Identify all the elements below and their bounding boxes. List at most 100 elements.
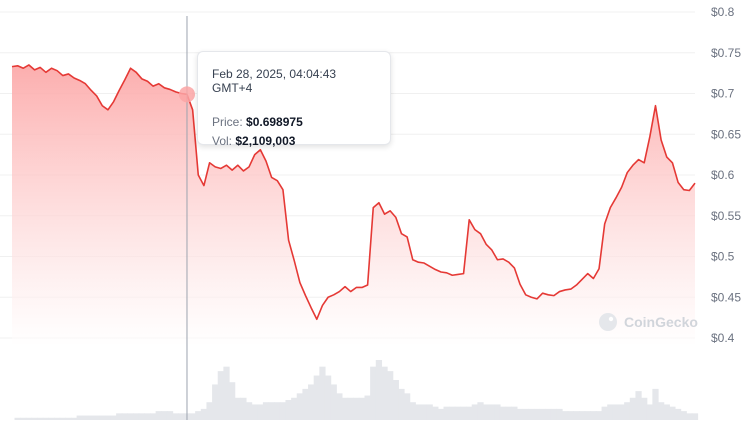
price-line bbox=[11, 64, 696, 321]
volume-bar bbox=[471, 404, 478, 420]
volume-bar bbox=[104, 415, 112, 420]
volume-bar bbox=[686, 413, 693, 420]
volume-bar bbox=[245, 402, 253, 420]
volume-bar bbox=[364, 395, 371, 420]
volume-bar bbox=[387, 371, 394, 420]
volume-bar bbox=[505, 406, 512, 420]
volume-bar bbox=[223, 366, 230, 420]
volume-bar bbox=[42, 417, 49, 420]
volume-bar bbox=[127, 413, 134, 420]
price-area-fill bbox=[12, 64, 695, 346]
volume-bar bbox=[240, 397, 247, 420]
volume-bar bbox=[296, 393, 303, 420]
volume-bar bbox=[562, 411, 569, 420]
volume-bar bbox=[341, 397, 349, 420]
volume-bar bbox=[629, 397, 637, 420]
volume-bar bbox=[499, 406, 507, 420]
volume-bar bbox=[87, 415, 95, 420]
volume-bar bbox=[635, 391, 642, 420]
volume-bar bbox=[443, 406, 450, 420]
volume-bar bbox=[545, 408, 552, 420]
volume-bar bbox=[358, 397, 366, 420]
volume-bar bbox=[477, 402, 484, 420]
y-tick-label: $0.6 bbox=[711, 168, 735, 182]
volume-bar bbox=[99, 415, 106, 420]
volume-bar bbox=[669, 406, 676, 420]
hover-point bbox=[178, 86, 195, 103]
volume-bar bbox=[398, 388, 405, 420]
volume-bar bbox=[257, 404, 264, 420]
price-line-layer bbox=[11, 64, 696, 321]
volume-bar bbox=[195, 411, 202, 420]
volume-bar bbox=[133, 413, 140, 420]
volume-bar bbox=[268, 402, 275, 420]
volume-bar bbox=[578, 411, 586, 420]
volume-bar bbox=[370, 366, 377, 420]
volume-bar bbox=[607, 404, 614, 420]
volume-bar bbox=[110, 415, 117, 420]
volume-bar bbox=[567, 411, 574, 420]
volume-bar bbox=[494, 404, 501, 420]
volume-bar bbox=[460, 406, 467, 420]
volume-bar bbox=[336, 393, 343, 420]
coingecko-watermark: CoinGecko bbox=[599, 313, 698, 331]
volume-bar bbox=[172, 413, 179, 420]
volume-bar bbox=[646, 404, 653, 420]
volume-bar bbox=[381, 366, 388, 420]
volume-bar bbox=[522, 408, 529, 420]
volume-bar bbox=[285, 400, 292, 420]
tooltip-price-label: Price: bbox=[212, 115, 243, 129]
y-tick-label: $0.65 bbox=[711, 127, 741, 141]
volume-bar bbox=[155, 411, 162, 420]
volume-bar bbox=[324, 375, 332, 420]
volume-bar bbox=[37, 417, 44, 420]
volume-bar bbox=[612, 404, 620, 420]
volume-bar bbox=[420, 404, 428, 420]
y-tick-label: $0.45 bbox=[711, 290, 741, 304]
volume-bar bbox=[14, 417, 21, 420]
volume-bar bbox=[229, 382, 236, 420]
volume-bar bbox=[437, 408, 445, 420]
volume-bar bbox=[31, 417, 38, 420]
volume-bar bbox=[166, 411, 174, 420]
volume-bar bbox=[65, 417, 72, 420]
volume-bar bbox=[82, 415, 89, 420]
volume-bar bbox=[217, 371, 224, 420]
volume-bar bbox=[274, 402, 281, 420]
tooltip-vol-value: $2,109,003 bbox=[235, 134, 296, 148]
volume-bar bbox=[663, 404, 670, 420]
volume-bar bbox=[516, 408, 524, 420]
volume-bar bbox=[319, 366, 326, 420]
volume-bar bbox=[189, 413, 196, 420]
volume-bar bbox=[70, 417, 78, 420]
tooltip-price-value: $0.698975 bbox=[246, 115, 303, 129]
volume-bar bbox=[234, 397, 241, 420]
volume-bar bbox=[48, 417, 55, 420]
volume-bar bbox=[313, 375, 320, 420]
volume-bar bbox=[584, 411, 591, 420]
volume-bar bbox=[432, 406, 439, 420]
y-tick-label: $0.55 bbox=[711, 209, 741, 223]
volume-bar bbox=[144, 413, 151, 420]
y-tick-label: $0.4 bbox=[711, 331, 735, 345]
y-tick-label: $0.75 bbox=[711, 46, 741, 60]
tooltip-vol-row: Vol: $2,109,003 bbox=[212, 134, 376, 148]
y-axis-ticks: $0.8 $0.75 $0.7 $0.65 $0.6 $0.55 $0.5 $0.45 $0.4 bbox=[711, 5, 741, 345]
volume-bar bbox=[392, 380, 399, 420]
volume-bar bbox=[658, 402, 665, 420]
crosshair bbox=[178, 16, 195, 420]
volume-bar bbox=[54, 417, 61, 420]
volume-bar bbox=[426, 404, 433, 420]
volume-bar bbox=[212, 384, 219, 420]
volume-bar bbox=[375, 360, 383, 420]
volume-bar bbox=[206, 402, 213, 420]
volume-bar bbox=[330, 384, 337, 420]
y-tick-label: $0.5 bbox=[711, 250, 735, 264]
volume-bar bbox=[251, 404, 258, 420]
y-tick-label: $0.8 bbox=[711, 5, 735, 19]
volume-bar bbox=[178, 413, 185, 420]
volume-bars bbox=[14, 360, 699, 420]
volume-bar bbox=[353, 397, 360, 420]
